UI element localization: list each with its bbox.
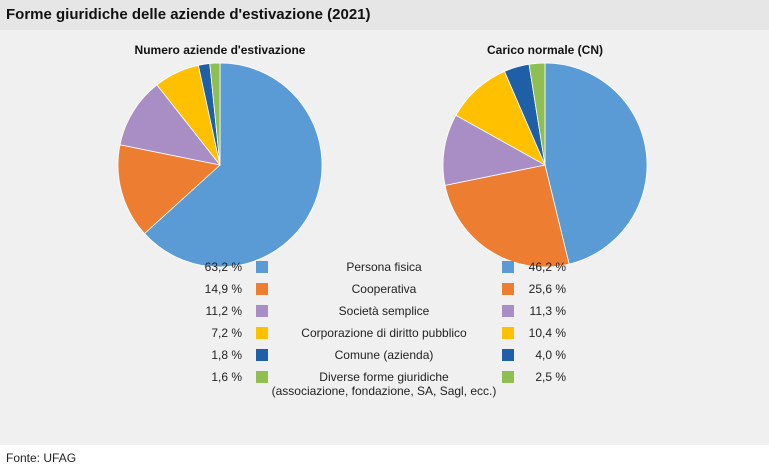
legend-label: Corporazione di diritto pubblico xyxy=(301,326,467,340)
pie-cn-slice-5 xyxy=(528,62,546,166)
pie-aziende-slice-1 xyxy=(117,144,221,235)
pie-charts: Numero aziende d'estivazione Carico norm… xyxy=(117,43,648,398)
legend: 63,2 % Persona fisica 46,2 % 14,9 % Cooperat… xyxy=(205,260,567,398)
legend-swatch-cn xyxy=(502,327,514,339)
legend-swatch-cn xyxy=(502,283,514,295)
legend-swatch-aziende xyxy=(256,349,268,361)
legend-value-aziende: 14,9 % xyxy=(205,282,243,296)
chart-panel xyxy=(0,30,769,445)
legend-value-aziende: 63,2 % xyxy=(205,260,243,274)
legend-label: Società semplice xyxy=(339,304,430,318)
pie-aziende-slice-5 xyxy=(209,62,221,166)
legend-swatch-cn xyxy=(502,305,514,317)
pie-aziende xyxy=(117,62,323,268)
pie-cn xyxy=(442,62,648,268)
legend-value-cn: 11,3 % xyxy=(530,304,567,318)
legend-swatch-aziende xyxy=(256,261,268,273)
pie-cn-slice-1 xyxy=(444,164,570,268)
legend-label: Diverse forme giuridiche xyxy=(319,370,449,384)
legend-swatch-aziende xyxy=(256,327,268,339)
title-bar: Forme giuridiche delle aziende d'estivaz… xyxy=(0,0,769,30)
pie-cn-slice-2 xyxy=(442,114,547,186)
chart-title-cn: Carico normale (CN) xyxy=(487,43,603,57)
legend-value-aziende: 1,6 % xyxy=(211,370,242,384)
legend-label: Comune (azienda) xyxy=(335,348,434,362)
legend-value-aziende: 11,2 % xyxy=(206,304,243,318)
legend-swatch-cn xyxy=(502,371,514,383)
legend-value-cn: 2,5 % xyxy=(535,370,566,384)
legend-value-cn: 4,0 % xyxy=(535,348,566,362)
legend-value-cn: 10,4 % xyxy=(529,326,567,340)
pie-aziende-slice-0 xyxy=(143,62,323,268)
legend-swatch-aziende xyxy=(256,283,268,295)
legend-label: Cooperativa xyxy=(352,282,417,296)
legend-value-aziende: 1,8 % xyxy=(211,348,242,362)
source-note: Fonte: UFAG xyxy=(6,451,77,465)
page-title: Forme giuridiche delle aziende d'estivaz… xyxy=(6,6,371,23)
legend-label: Persona fisica xyxy=(346,260,422,274)
chart-title-aziende: Numero aziende d'estivazione xyxy=(135,43,306,57)
legend-swatch-aziende xyxy=(256,371,268,383)
legend-label-line2: (associazione, fondazione, SA, Sagl, ecc… xyxy=(272,384,497,398)
legend-value-aziende: 7,2 % xyxy=(211,326,242,340)
legend-value-cn: 46,2 % xyxy=(529,260,567,274)
pie-aziende-slice-2 xyxy=(119,84,221,166)
legend-value-cn: 25,6 % xyxy=(529,282,567,296)
legend-swatch-cn xyxy=(502,261,514,273)
legend-swatch-cn xyxy=(502,349,514,361)
legend-swatch-aziende xyxy=(256,305,268,317)
pie-cn-slice-0 xyxy=(544,62,648,265)
